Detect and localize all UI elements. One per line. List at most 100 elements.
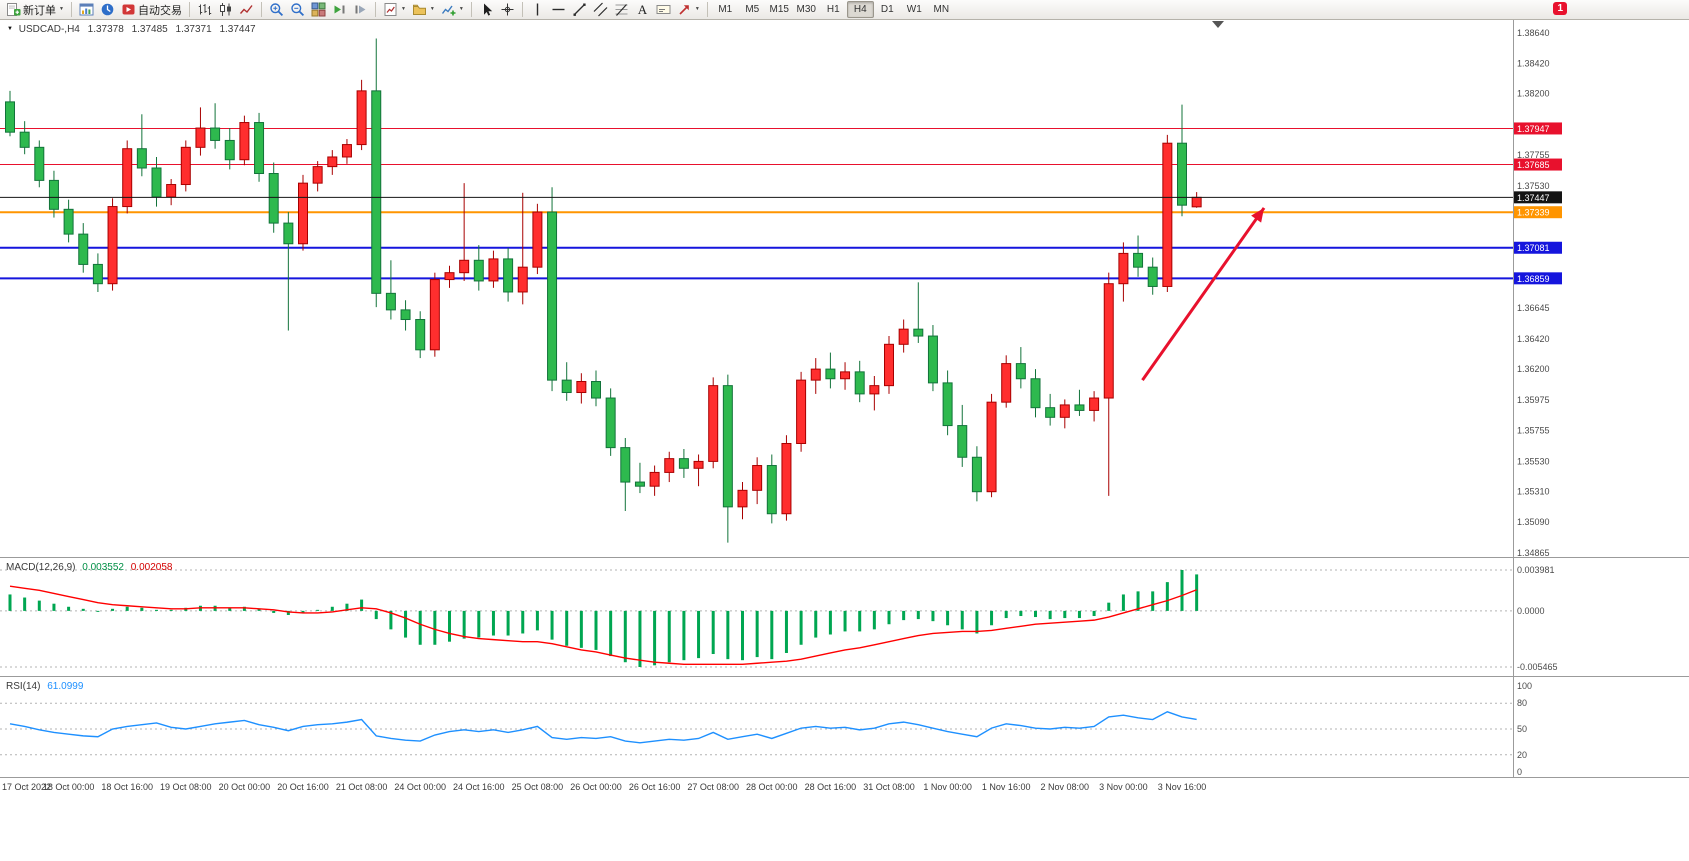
timeframe-d1-button[interactable]: D1: [874, 1, 901, 18]
axis-label: 80: [1517, 698, 1527, 708]
new-order-label: 新订单: [23, 4, 56, 17]
dropdown-caret-icon[interactable]: ▼: [694, 6, 700, 12]
cursor-button[interactable]: [476, 1, 497, 18]
new-chart-button[interactable]: ▼: [380, 1, 409, 18]
vertical-line-button[interactable]: [527, 1, 548, 18]
fibonacci-button[interactable]: [611, 1, 632, 18]
autotrading-label: 自动交易: [137, 4, 182, 17]
candle-body: [547, 211, 558, 381]
candle-body: [327, 156, 338, 168]
macd-histogram-bar: [755, 610, 759, 658]
macd-histogram-bar: [902, 610, 906, 621]
macd-histogram-bar: [1019, 610, 1023, 617]
macd-histogram-bar: [374, 610, 378, 620]
macd-main-value: 0.003552: [82, 562, 124, 573]
candle-body: [693, 460, 704, 469]
axis-label: 1.36645: [1517, 303, 1550, 313]
axis-label: 1.37081: [1517, 243, 1550, 253]
trend-arrow-line[interactable]: [1141, 207, 1266, 381]
macd-histogram-bar: [37, 600, 41, 611]
axis-label: 1.34865: [1517, 548, 1550, 558]
axis-label: 50: [1517, 724, 1527, 734]
timeframe-mn-button[interactable]: MN: [928, 1, 955, 18]
timeframe-m1-button[interactable]: M1: [712, 1, 739, 18]
candle-body: [722, 385, 733, 508]
candle-body: [825, 368, 836, 380]
chart-shift-button[interactable]: [350, 1, 371, 18]
dropdown-caret-icon[interactable]: ▼: [59, 6, 64, 12]
candle-body: [224, 139, 235, 161]
tile-windows-button[interactable]: [308, 1, 329, 18]
candlestick-type-button[interactable]: [215, 1, 236, 18]
toolbar-separator: [374, 2, 376, 17]
zoom-in-button[interactable]: [266, 1, 287, 18]
macd-histogram-bar: [448, 610, 451, 642]
chart-window-icon: [79, 2, 94, 17]
axis-label: 28 Oct 16:00: [805, 782, 857, 792]
macd-histogram-bar: [770, 610, 774, 660]
macd-histogram-bar: [726, 610, 730, 660]
macd-histogram-bar: [1121, 594, 1125, 611]
macd-histogram-bar: [389, 610, 393, 630]
line-chart-type-button[interactable]: [236, 1, 257, 18]
candle-body: [1030, 378, 1041, 409]
candle-body: [341, 144, 352, 158]
indicators-button[interactable]: ▼: [438, 1, 467, 18]
macd-histogram-bar: [990, 610, 994, 626]
timeframe-h1-button[interactable]: H1: [820, 1, 847, 18]
chart-shift-marker[interactable]: [1212, 21, 1224, 28]
candle-body: [254, 122, 265, 175]
zoom-out-button[interactable]: [287, 1, 308, 18]
text-button[interactable]: A: [632, 1, 653, 18]
candle-body: [473, 259, 484, 282]
candle-body: [927, 335, 938, 384]
axis-label: 1.37947: [1517, 124, 1550, 134]
text-icon: A: [635, 2, 650, 17]
autotrading-button[interactable]: 自动交易: [118, 1, 185, 18]
bar-chart-type-button[interactable]: [194, 1, 215, 18]
axis-label: 1.35090: [1517, 517, 1550, 527]
horizontal-line-button[interactable]: [548, 1, 569, 18]
new-order-button[interactable]: 新订单 ▼: [3, 1, 67, 18]
dropdown-caret-icon[interactable]: ▼: [429, 6, 435, 12]
chart-window-button[interactable]: [76, 1, 97, 18]
dropdown-caret-icon[interactable]: ▼: [458, 6, 464, 12]
chart-symbol-period: USDCAD-,H4: [18, 24, 80, 35]
candle-body: [1177, 142, 1187, 206]
timeframe-w1-button[interactable]: W1: [901, 1, 928, 18]
macd-label: MACD(12,26,9) 0.003552 0.002058: [6, 562, 172, 573]
timeframe-m5-button[interactable]: M5: [739, 1, 766, 18]
macd-histogram-bar: [741, 610, 744, 661]
timeframe-m30-button[interactable]: M30: [793, 1, 820, 18]
candle-body: [488, 258, 499, 282]
crosshair-button[interactable]: [497, 1, 518, 18]
candle-body: [1059, 404, 1070, 418]
text-label-button[interactable]: [653, 1, 674, 18]
label-icon: [656, 2, 671, 17]
timeframe-h4-button[interactable]: H4: [846, 1, 874, 18]
auto-scroll-button[interactable]: [329, 1, 350, 18]
macd-histogram-bar: [462, 610, 466, 639]
profiles-button[interactable]: ▼: [409, 1, 438, 18]
rsi-label: RSI(14) 61.0999: [6, 681, 83, 692]
line-chart-icon: [239, 2, 254, 17]
candle-body: [107, 206, 118, 285]
trendline-button[interactable]: [569, 1, 590, 18]
timeframe-m15-button[interactable]: M15: [766, 1, 793, 18]
axis-label: 20 Oct 00:00: [219, 782, 271, 792]
axis-label: 3 Nov 16:00: [1158, 782, 1207, 792]
equidistant-channel-button[interactable]: [590, 1, 611, 18]
arrows-button[interactable]: ▼: [674, 1, 703, 18]
candle-body: [151, 167, 162, 198]
axis-label: 1 Nov 00:00: [923, 782, 972, 792]
candle-body: [444, 272, 455, 281]
dropdown-caret-icon[interactable]: ▼: [400, 6, 406, 12]
new-chart-icon: [383, 2, 398, 17]
market-watch-button[interactable]: [97, 1, 118, 18]
candle-body: [1001, 363, 1012, 403]
trend-arrow-head: [1251, 207, 1265, 223]
market-watch-icon: [100, 2, 115, 17]
notification-badge[interactable]: 1: [1553, 2, 1567, 15]
candle-body: [1103, 283, 1114, 399]
